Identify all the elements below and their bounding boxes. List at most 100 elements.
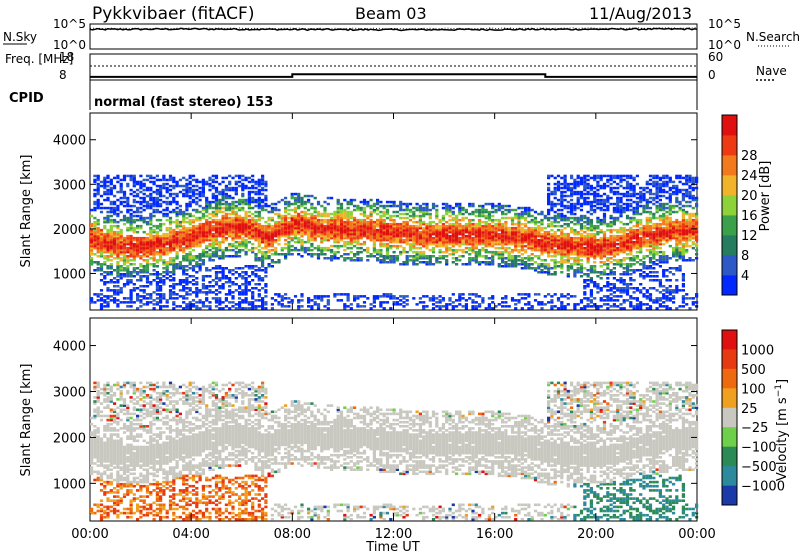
power-echo-cell [254,220,258,224]
power-echo-cell [155,273,159,276]
power-echo-cell [96,220,100,224]
power-echo-cell [418,255,422,258]
power-echo-cell [570,242,574,246]
power-echo-cell [188,263,192,266]
power-echo-cell [287,232,291,236]
power-echo-cell [106,220,110,224]
power-echo-cell [168,178,173,182]
power-echo-cell [165,190,169,194]
power-echo-cell [168,259,173,262]
power-echo-cell [90,240,94,244]
power-echo-cell [609,202,613,206]
power-echo-cell [234,267,238,270]
power-echo-cell [408,242,413,246]
power-echo-cell [593,246,597,250]
power-echo-cell [573,257,577,260]
power-echo-cell [563,248,567,252]
power-echo-cell [221,230,225,234]
power-echo-cell [175,265,179,268]
power-echo-cell [106,232,110,236]
power-echo-cell [392,222,396,226]
power-echo-cell [422,244,426,248]
power-echo-cell [152,198,156,202]
power-echo-cell [290,218,294,222]
power-echo-cell [579,259,584,262]
power-echo-cell [349,240,353,244]
power-echo-cell [297,232,301,236]
power-echo-cell [353,204,357,208]
power-echo-cell [195,232,199,236]
power-echo-cell [382,257,386,260]
power-echo-cell [609,293,613,296]
power-echo-cell [159,178,163,182]
power-echo-cell [303,212,307,216]
power-echo-cell [113,230,117,234]
power-echo-cell [152,307,156,310]
power-echo-cell [497,234,501,238]
power-echo-cell [589,220,593,224]
power-echo-cell [224,220,228,224]
power-echo-cell [155,218,159,222]
power-echo-cell [570,174,574,178]
power-echo-cell [356,246,360,250]
power-echo-cell [576,259,580,262]
power-echo-cell [481,297,485,300]
power-echo-cell [234,200,238,204]
power-echo-cell [257,305,261,308]
power-echo-cell [198,222,202,226]
power-echo-cell [172,267,176,270]
power-echo-cell [389,228,393,232]
power-echo-cell [402,305,406,308]
power-echo-cell [261,246,265,250]
power-echo-cell [149,301,153,304]
power-echo-cell [599,186,603,190]
power-echo-cell [284,220,288,224]
power-echo-cell [405,236,409,240]
power-echo-cell [152,204,156,208]
power-echo-cell [487,224,491,228]
power-echo-cell [264,253,268,256]
power-echo-cell [168,200,173,204]
power-echo-cell [132,259,136,262]
power-echo-cell [290,216,294,220]
power-echo-cell [251,303,255,306]
power-echo-cell [524,240,528,244]
power-echo-cell [527,259,531,262]
power-echo-cell [435,212,439,216]
power-echo-cell [501,212,505,216]
power-echo-cell [543,214,547,218]
power-echo-cell [579,246,584,250]
power-echo-cell [570,190,574,194]
power-echo-cell [408,244,413,248]
power-echo-cell [211,253,215,256]
power-echo-cell [238,297,242,300]
power-echo-cell [504,212,508,216]
power-echo-cell [106,210,110,214]
power-echo-cell [339,238,344,242]
power-echo-cell [418,238,422,242]
power-echo-cell [530,253,534,256]
power-echo-cell [261,265,265,268]
power-echo-cell [126,279,130,282]
power-echo-cell [425,222,429,226]
power-echo-cell [606,196,610,200]
power-echo-cell [501,261,505,264]
power-echo-cell [113,253,117,256]
power-echo-cell [537,242,541,246]
power-echo-cell [165,228,169,232]
power-echo-cell [145,204,150,208]
power-echo-cell [389,259,393,262]
power-echo-cell [491,226,495,230]
power-echo-cell [507,242,511,246]
power-echo-cell [576,238,580,242]
power-echo-cell [264,271,268,274]
power-echo-cell [152,250,156,254]
power-echo-cell [438,301,442,304]
power-echo-cell [178,228,182,232]
power-echo-cell [596,230,600,234]
power-echo-cell [303,214,307,218]
power-echo-cell [438,250,442,254]
power-echo-cell [372,305,376,308]
power-echo-cell [218,234,222,238]
power-echo-cell [431,204,436,208]
